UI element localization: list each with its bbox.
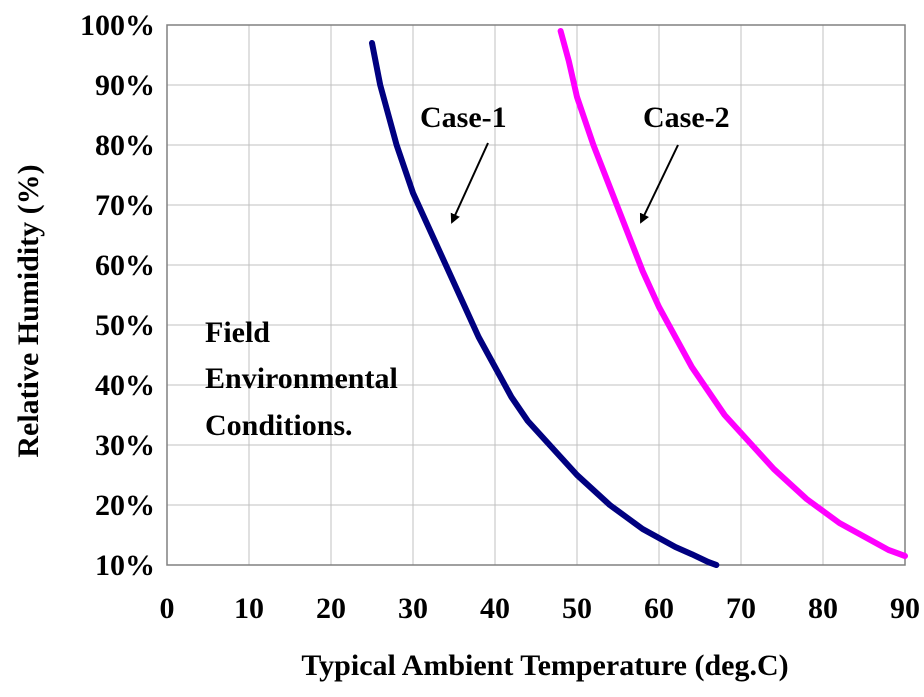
x-tick-label: 50 bbox=[562, 592, 592, 625]
x-tick-labels: 0 10 20 30 40 50 60 70 80 90 bbox=[160, 592, 921, 625]
gridlines bbox=[167, 25, 905, 565]
x-tick-label: 20 bbox=[316, 592, 346, 625]
note-line-1: Field bbox=[205, 316, 270, 349]
y-tick-label: 80% bbox=[95, 129, 155, 162]
note-line-3: Conditions. bbox=[205, 409, 353, 442]
y-tick-label: 100% bbox=[80, 9, 155, 42]
x-tick-label: 10 bbox=[234, 592, 264, 625]
x-tick-label: 0 bbox=[160, 592, 175, 625]
case-1-annotation-label: Case-1 bbox=[420, 101, 507, 134]
x-tick-label: 40 bbox=[480, 592, 510, 625]
series-line-2 bbox=[557, 28, 908, 559]
y-tick-label: 30% bbox=[95, 429, 155, 462]
y-tick-label: 10% bbox=[95, 549, 155, 582]
y-tick-label: 50% bbox=[95, 309, 155, 342]
x-tick-label: 70 bbox=[726, 592, 756, 625]
case-1-annotation-arrow bbox=[450, 142, 489, 224]
x-tick-label: 60 bbox=[644, 592, 674, 625]
y-tick-label: 90% bbox=[95, 69, 155, 102]
y-tick-label: 60% bbox=[95, 249, 155, 282]
case-2-annotation-arrow bbox=[639, 144, 679, 224]
x-tick-label: 30 bbox=[398, 592, 428, 625]
y-tick-labels: 10% 20% 30% 40% 50% 60% 70% 80% 90% 100% bbox=[80, 9, 155, 582]
plot-area-frame bbox=[166, 24, 906, 566]
y-tick-label: 20% bbox=[95, 489, 155, 522]
x-tick-label: 90 bbox=[890, 592, 920, 625]
series-lines bbox=[369, 28, 908, 568]
y-axis-title: Relative Humidity (%) bbox=[12, 164, 45, 457]
note-line-2: Environmental bbox=[205, 362, 398, 395]
series-line-1 bbox=[369, 40, 720, 568]
y-tick-label: 40% bbox=[95, 369, 155, 402]
case-2-annotation-label: Case-2 bbox=[643, 101, 730, 134]
x-tick-label: 80 bbox=[808, 592, 838, 625]
y-tick-label: 70% bbox=[95, 189, 155, 222]
x-axis-title: Typical Ambient Temperature (deg.C) bbox=[301, 649, 788, 682]
